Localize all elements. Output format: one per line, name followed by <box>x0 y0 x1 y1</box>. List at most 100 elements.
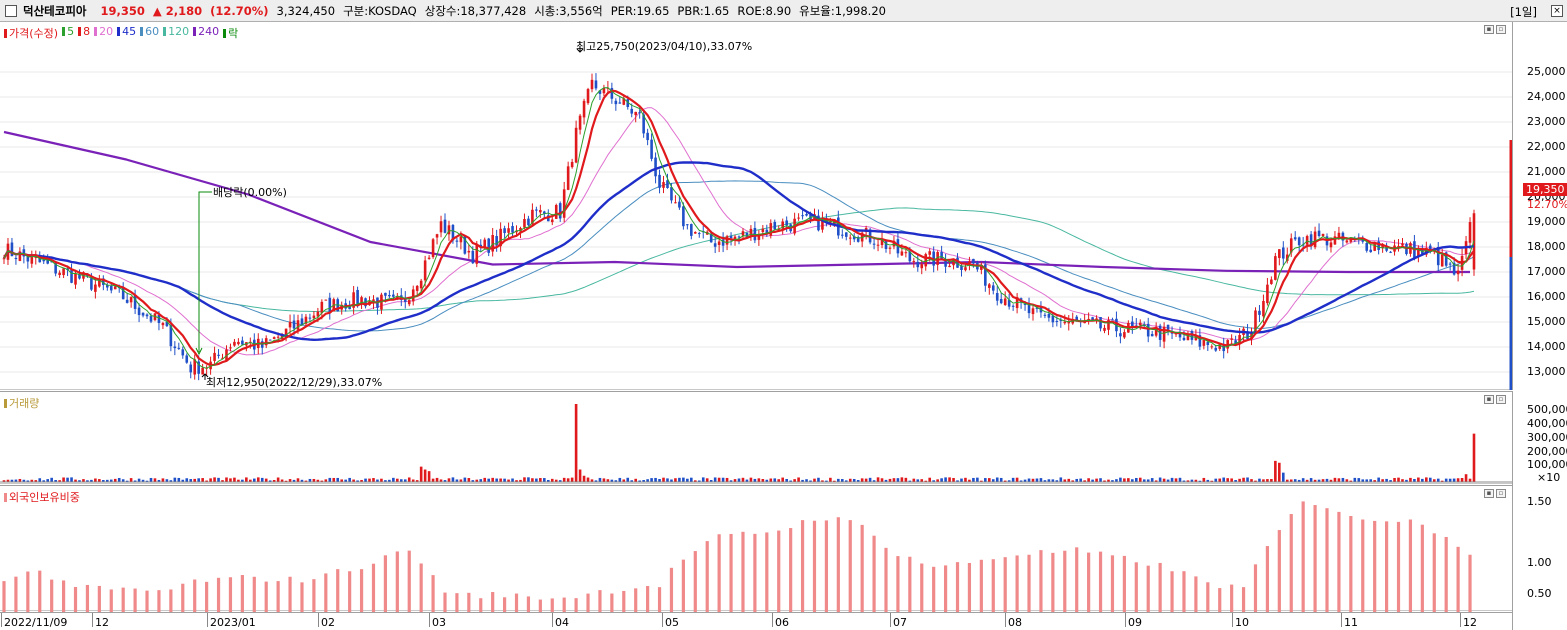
candle-body <box>1182 337 1186 340</box>
foreign-ratio-bar <box>1384 521 1389 612</box>
volume-bar <box>717 477 721 482</box>
candle-body <box>193 359 197 375</box>
volume-bar <box>1087 478 1090 482</box>
volume-bar <box>844 480 848 482</box>
volume-bar <box>908 480 912 482</box>
close-icon[interactable]: × <box>1551 5 1563 17</box>
volume-bar <box>650 478 653 482</box>
volume-bar <box>674 478 677 482</box>
candle-body <box>1146 323 1150 337</box>
volume-bar <box>1258 478 1261 482</box>
candle-body <box>1075 316 1079 321</box>
foreign-ratio-bar <box>514 593 519 612</box>
volume-bar <box>1182 480 1186 482</box>
volume-bar <box>121 479 125 482</box>
minimize-icon[interactable]: ▪ <box>1484 489 1494 498</box>
legend-item[interactable]: 20 <box>94 25 113 41</box>
x-tick-label: 05 <box>662 613 679 629</box>
candle-body <box>356 289 359 306</box>
legend-item[interactable]: 120 <box>163 25 189 41</box>
maximize-icon[interactable]: ▫ <box>1496 489 1506 498</box>
candle-body <box>872 243 876 245</box>
volume-bar <box>1297 479 1301 482</box>
ma60-line <box>3 180 1475 332</box>
maximize-icon[interactable]: ▫ <box>1496 25 1506 34</box>
volume-bar <box>634 478 638 482</box>
price-legend: 가격(수정) 5 8 20 45 60 120 240 락 <box>4 25 238 41</box>
price-chart-panel[interactable]: 가격(수정) 5 8 20 45 60 120 240 락 ▪ ▫ 최고25,750(2023/… <box>0 22 1512 390</box>
candle-body <box>121 287 125 300</box>
period-selector[interactable]: [1일] <box>1510 5 1537 19</box>
volume-bar <box>968 479 971 482</box>
candle-body <box>678 201 681 208</box>
legend-item[interactable]: 60 <box>140 25 159 41</box>
volume-bar <box>6 479 10 482</box>
candle-body <box>233 341 236 346</box>
volume-bar <box>1131 479 1134 482</box>
candle-body <box>578 115 582 130</box>
volume-chart-panel[interactable]: 거래량 ▪ ▫ <box>0 391 1512 484</box>
candle-body <box>690 224 693 236</box>
foreign-panel-controls[interactable]: ▪ ▫ <box>1484 489 1506 498</box>
volume-bar <box>1448 478 1452 482</box>
candle-body <box>177 347 181 349</box>
candle-body <box>1178 332 1182 338</box>
candle-body <box>920 264 924 269</box>
legend-item[interactable]: 가격(수정) <box>4 25 58 41</box>
volume-bar <box>817 477 820 482</box>
volume-bar <box>352 479 355 482</box>
volume-bar <box>952 477 955 482</box>
foreign-ratio-bar <box>1170 571 1174 612</box>
foreign-legend-label: 외국인보유비중 <box>9 491 80 504</box>
minimize-icon[interactable]: ▪ <box>1484 395 1494 404</box>
legend-item[interactable]: 45 <box>117 25 136 41</box>
volume-multiplier: ×10 <box>1537 471 1561 484</box>
minimize-icon[interactable]: ▪ <box>1484 25 1494 34</box>
candle-body <box>62 268 65 276</box>
maximize-icon[interactable]: ▫ <box>1496 395 1506 404</box>
volume-chart[interactable] <box>0 392 1512 485</box>
candle-body <box>1206 341 1210 346</box>
volume-bar <box>209 478 212 482</box>
volume-bar <box>1289 479 1293 482</box>
foreign-ownership-panel[interactable]: 외국인보유비중 ▪ ▫ <box>0 485 1512 612</box>
candle-body <box>483 239 487 249</box>
x-tick-label: 09 <box>1125 613 1142 629</box>
foreign-ratio-bar <box>1051 552 1055 612</box>
legend-item[interactable]: 락 <box>223 25 238 41</box>
volume-bar <box>312 478 316 482</box>
candle-body <box>185 355 189 363</box>
volume-panel-controls[interactable]: ▪ ▫ <box>1484 395 1506 404</box>
volume-bar <box>666 478 669 482</box>
legend-item[interactable]: 240 <box>193 25 219 41</box>
select-checkbox[interactable] <box>5 4 17 17</box>
y-tick-label: 13,000 <box>1527 365 1566 378</box>
ma45-line <box>2 161 1475 342</box>
volume-bar <box>813 478 816 482</box>
candle-body <box>987 284 991 288</box>
legend-item[interactable]: 5 <box>62 25 74 41</box>
candle-body <box>1285 254 1289 261</box>
candle-body <box>38 258 42 263</box>
volume-bar <box>709 479 713 482</box>
volume-bar <box>713 477 717 482</box>
volume-bar <box>1242 477 1245 482</box>
volume-bar <box>539 478 542 482</box>
volume-bar <box>860 478 864 482</box>
candle-body <box>773 221 777 230</box>
price-panel-controls[interactable]: ▪ ▫ <box>1484 25 1506 34</box>
volume-bar <box>491 477 494 482</box>
candle-body <box>519 228 522 232</box>
volume-bar <box>1309 478 1313 482</box>
foreign-ratio-bar <box>955 562 960 612</box>
volume-bar <box>590 479 594 482</box>
candle-body <box>1007 299 1011 307</box>
volume-bar <box>249 479 252 482</box>
foreign-ratio-bar <box>1206 582 1210 612</box>
volume-bar <box>1278 462 1281 482</box>
foreign-ratio-bar <box>812 520 817 612</box>
legend-item[interactable]: 8 <box>78 25 90 41</box>
foreign-ownership-chart[interactable] <box>0 486 1512 612</box>
price-chart[interactable] <box>0 22 1512 390</box>
foreign-ratio-bar <box>1110 555 1115 612</box>
